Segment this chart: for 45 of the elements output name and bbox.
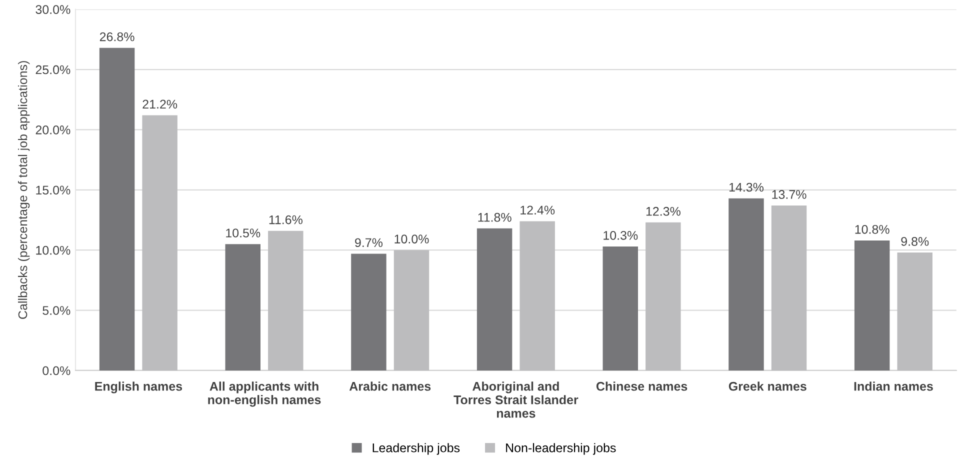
data-label: 9.7% [355, 238, 383, 248]
bar [394, 250, 430, 370]
bar [225, 244, 260, 370]
data-label: 10.0% [394, 234, 429, 244]
bar [728, 198, 764, 370]
data-label: 12.3% [646, 206, 680, 216]
bar [520, 221, 555, 370]
y-tick-label: 15.0% [36, 186, 70, 195]
bar [854, 240, 890, 370]
bar [99, 48, 135, 370]
y-tick-label: 10.0% [36, 246, 70, 255]
bar [897, 252, 932, 370]
x-tick-label: Greek names [728, 382, 806, 391]
data-label: 11.6% [269, 215, 302, 224]
y-tick-label: 20.0% [36, 126, 70, 134]
y-tick-label: 30.0% [36, 5, 70, 14]
data-label: 10.8% [855, 224, 890, 234]
x-tick-label: All applicants with non-english names [208, 382, 321, 407]
data-label: 11.8% [478, 212, 512, 222]
x-tick-label: English names [95, 382, 182, 394]
data-label: 21.2% [142, 100, 178, 109]
bar [142, 115, 178, 370]
bar [646, 222, 681, 370]
legend-label: Leadership jobs [372, 443, 460, 455]
x-tick-label: Arabic names [349, 382, 431, 391]
y-tick-label: 5.0% [42, 306, 70, 315]
data-label: 13.7% [772, 190, 806, 199]
legend-label: Non-leadership jobs [506, 443, 616, 455]
data-label: 10.3% [604, 230, 638, 240]
data-label: 26.8% [100, 32, 134, 42]
bar [771, 206, 807, 370]
bar [476, 228, 512, 370]
data-label: 9.8% [901, 237, 929, 246]
bar [351, 254, 386, 370]
y-tick-label: 0.0% [42, 366, 70, 376]
bar [268, 230, 304, 370]
data-label: 10.5% [226, 228, 260, 238]
y-tick-label: 25.0% [36, 65, 70, 74]
data-label: 12.4% [520, 206, 555, 215]
y-axis-title: Callbacks (percentage of total job applications) [18, 61, 30, 319]
data-label: 14.3% [729, 182, 764, 192]
x-tick-label: Indian names [854, 382, 933, 391]
x-tick-label: Aboriginal and Torres Strait Islander names [454, 382, 578, 418]
bar [602, 246, 638, 370]
x-tick-label: Chinese names [596, 382, 688, 391]
